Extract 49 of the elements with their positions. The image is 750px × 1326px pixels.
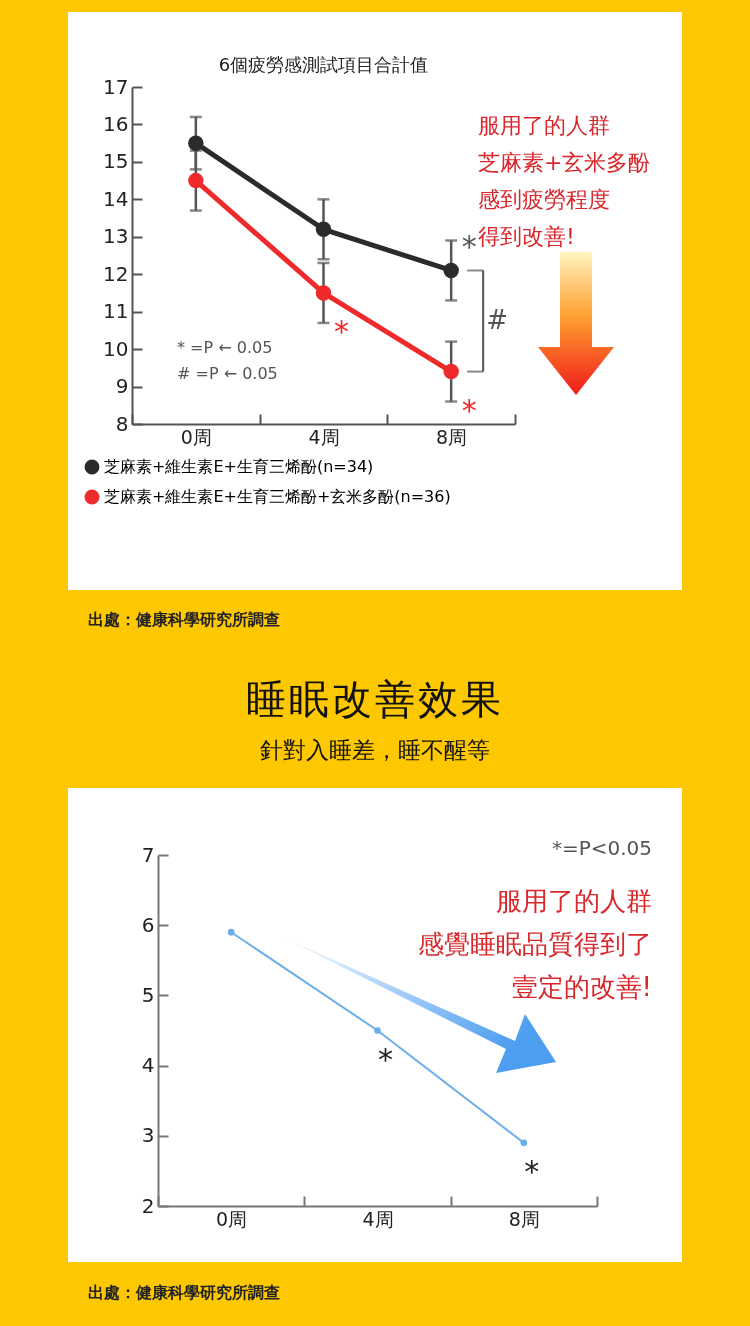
y-tick-label: 12 (103, 261, 129, 286)
annotation: # (486, 305, 509, 336)
y-tick-label: 5 (141, 982, 155, 1007)
x-tick-label: 4周 (362, 1207, 394, 1230)
annotation: * (461, 392, 477, 428)
annotation: * =P ← 0.05 (177, 338, 273, 357)
y-tick-label: 6 (141, 912, 155, 937)
y-tick-label: 2 (141, 1193, 155, 1218)
y-tick-label: 8 (115, 411, 129, 436)
chart-subtitle: 針對入睡差，睡不醒等 (259, 736, 491, 765)
annotation: # =P ← 0.05 (177, 364, 278, 383)
point (188, 135, 204, 151)
text: 出處：健康科學研究所調查 (88, 610, 280, 631)
annotation: * (461, 229, 477, 265)
point (374, 1027, 381, 1034)
y-tick-label: 17 (103, 74, 129, 99)
x-tick-label: 0周 (180, 425, 212, 448)
annotation: * (334, 313, 349, 349)
point (227, 928, 235, 936)
point (188, 172, 204, 189)
y-tick-label: 14 (103, 186, 129, 211)
y-tick-label: 11 (103, 299, 129, 324)
legend-label: 芝麻素+維生素E+生育三烯酚(n=34) (104, 457, 374, 476)
y-tick-label: 13 (103, 224, 129, 249)
annotation: 服用了的人群芝麻素+玄米多酚感到疲勞程度得到改善! (478, 112, 651, 251)
point (315, 221, 332, 238)
chart-title: 睡眠改善效果 (245, 675, 505, 724)
chart-title: 6個疲勞感測試項目合計值 (218, 54, 429, 75)
y-tick-label: 4 (141, 1053, 155, 1078)
annotation: *=P<0.05 (551, 836, 652, 860)
y-tick-label: 10 (103, 336, 129, 361)
legend-label: 芝麻素+維生素E+生育三烯酚+玄米多酚(n=36) (104, 487, 451, 506)
y-tick-label: 9 (115, 374, 129, 399)
x-tick-label: 4周 (308, 425, 340, 448)
x-tick-label: 8周 (436, 425, 468, 448)
y-tick-label: 7 (141, 842, 155, 867)
point (315, 285, 332, 301)
point (443, 363, 459, 380)
point (443, 262, 459, 279)
y-tick-label: 3 (141, 1123, 155, 1148)
annotation: 服用了的人群感覺睡眠品質得到了壹定的改善! (418, 885, 652, 1004)
annotation: * (378, 1041, 393, 1077)
annotation: * (524, 1153, 540, 1189)
text: 出處：健康科學研究所調查 (88, 1283, 280, 1304)
x-tick-label: 0周 (216, 1207, 248, 1230)
y-tick-label: 15 (103, 149, 129, 174)
x-tick-label: 8周 (508, 1207, 540, 1230)
point (520, 1139, 528, 1147)
y-tick-label: 16 (103, 111, 129, 136)
